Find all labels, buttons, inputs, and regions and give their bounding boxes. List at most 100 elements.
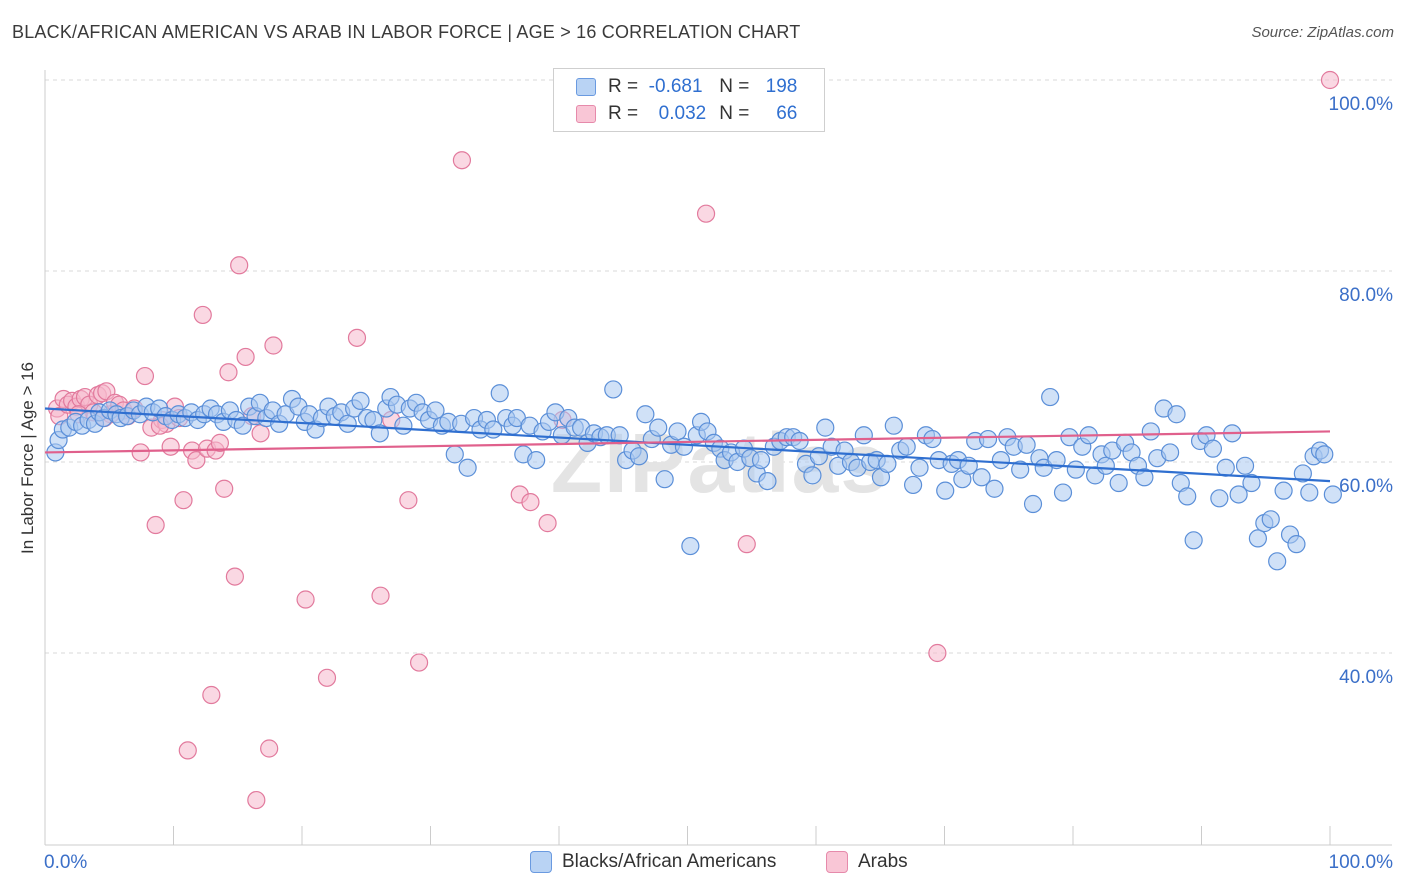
legend-item-black: Blacks/African Americans <box>530 851 776 873</box>
black-point <box>1167 405 1186 424</box>
arab-point <box>219 363 238 382</box>
black-point <box>370 424 389 443</box>
black-point <box>681 536 700 556</box>
black-point <box>351 391 370 410</box>
axis-layer <box>44 70 1392 846</box>
black-point <box>338 414 357 433</box>
legend-swatch-arab <box>826 851 848 873</box>
black-point <box>1268 552 1287 571</box>
chart-source: Source: ZipAtlas.com <box>1251 24 1394 41</box>
arab-point <box>928 643 947 663</box>
black-point <box>1248 529 1268 548</box>
black-point <box>1216 458 1235 477</box>
arab-point <box>135 366 155 386</box>
legend-n-value: 198 <box>765 76 798 97</box>
trend-layer <box>44 407 1331 483</box>
black-point <box>751 450 771 470</box>
arab-point <box>264 336 283 355</box>
black-point <box>758 472 777 491</box>
arab-point <box>538 514 557 533</box>
grid-layer <box>45 79 1392 654</box>
legend-n-label: N = <box>719 103 750 124</box>
arab-point <box>187 450 206 470</box>
black-point <box>1293 464 1312 483</box>
black-trendline <box>44 407 1331 483</box>
black-point <box>458 458 477 477</box>
black-point <box>426 401 445 420</box>
arab-point <box>178 741 197 760</box>
x-tick-label-0: 0.0% <box>44 852 88 873</box>
black-points <box>46 380 1342 571</box>
legend-item-arab: Arabs <box>826 851 908 873</box>
arab-point <box>193 305 212 325</box>
black-point <box>1261 510 1280 529</box>
black-point <box>903 475 923 495</box>
legend-n-label: N = <box>719 76 750 97</box>
black-point <box>985 479 1004 498</box>
arab-point <box>161 437 180 456</box>
y-tick-label-1: 60.0% <box>1339 476 1393 497</box>
black-point <box>1210 489 1229 508</box>
black-point <box>1274 481 1293 500</box>
arab-point <box>737 535 756 554</box>
black-point <box>1160 443 1180 462</box>
x-tick-label-1: 100.0% <box>1328 852 1393 873</box>
arab-point <box>296 590 315 609</box>
arab-point <box>251 424 270 443</box>
legend-label-arab: Arabs <box>858 851 908 872</box>
black-point <box>1203 439 1223 458</box>
arab-point <box>236 347 255 367</box>
black-point <box>1041 387 1060 407</box>
black-point <box>1184 531 1203 550</box>
black-point <box>1066 460 1085 479</box>
black-point <box>816 418 835 437</box>
black-point <box>854 426 873 445</box>
arab-point <box>260 739 279 758</box>
arab-point <box>521 493 540 512</box>
legend-row-black: R = -0.681 N = 198 <box>576 74 797 100</box>
arab-point <box>347 328 367 347</box>
black-point <box>991 450 1011 470</box>
arab-point <box>215 479 234 498</box>
black-point <box>878 454 897 474</box>
legend-label-black: Blacks/African Americans <box>562 851 777 872</box>
legend-row-arab: R = 0.032 N = 66 <box>576 101 797 127</box>
black-point <box>1135 468 1154 487</box>
series-legend: Blacks/African Americans Arabs <box>0 851 1406 879</box>
arab-point <box>174 491 193 510</box>
arab-trendline <box>44 430 1331 454</box>
legend-r-value: 0.032 <box>658 103 707 124</box>
chart-title: BLACK/AFRICAN AMERICAN VS ARAB IN LABOR … <box>12 22 801 42</box>
black-point <box>978 429 998 449</box>
black-point <box>1300 483 1319 502</box>
black-point <box>527 450 546 470</box>
black-point <box>394 416 413 435</box>
black-point <box>1229 485 1248 504</box>
legend-swatch-arab <box>576 105 596 123</box>
black-point <box>897 437 916 456</box>
arab-point <box>247 790 266 810</box>
black-point <box>1315 445 1334 464</box>
black-point <box>649 418 668 437</box>
black-point <box>1242 473 1261 493</box>
arab-point <box>225 567 244 586</box>
legend-swatch-black <box>576 78 596 96</box>
black-point <box>803 466 822 485</box>
black-point <box>910 458 929 477</box>
y-tick-label-0: 40.0% <box>1339 667 1393 688</box>
black-point <box>884 416 903 435</box>
arab-point <box>131 443 150 462</box>
arab-point <box>696 204 716 223</box>
black-point <box>445 445 464 464</box>
black-point <box>604 380 623 399</box>
y-tick-label-3: 100.0% <box>1328 94 1393 115</box>
arab-point <box>317 668 337 687</box>
black-point <box>1017 435 1036 454</box>
arab-point <box>409 653 429 672</box>
arab-point <box>1320 70 1340 90</box>
black-point <box>1235 456 1255 475</box>
legend-r-label: R = <box>608 103 639 124</box>
black-point <box>629 447 649 466</box>
legend-r-value: -0.681 <box>648 76 703 97</box>
arab-point <box>230 256 249 275</box>
